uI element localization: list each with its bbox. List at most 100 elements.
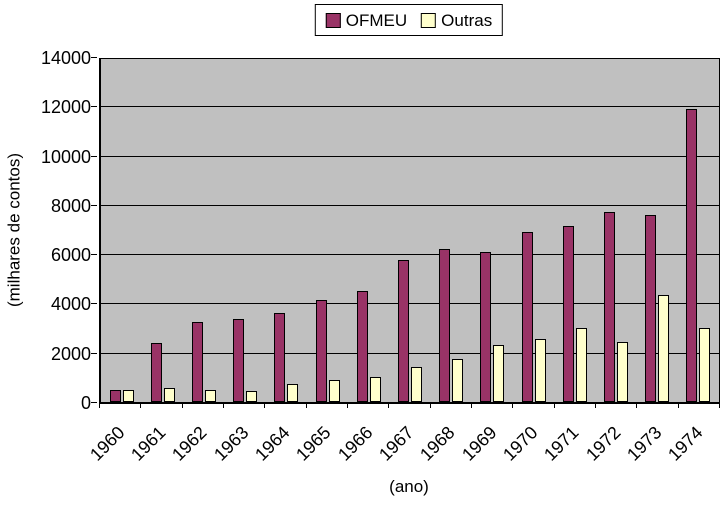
y-tick-label-12000: 12000: [40, 97, 91, 118]
y-tick-14000: [91, 57, 97, 58]
bar-group-1963: [225, 59, 266, 402]
bar-group-1961: [142, 59, 183, 402]
legend-item-outras: Outras: [421, 12, 492, 29]
bar-group-1970: [513, 59, 554, 402]
x-tick-label-1965: 1965: [292, 422, 335, 465]
legend-swatch-outras: [421, 12, 437, 28]
bar-group-1973: [637, 59, 678, 402]
x-tick-label-1972: 1972: [581, 422, 625, 465]
x-tick-6: [347, 403, 348, 408]
x-tick-10: [512, 403, 514, 408]
x-tick-15: [719, 403, 720, 408]
bar-outras-1962: [205, 390, 216, 402]
x-tick-label-1960: 1960: [85, 422, 129, 465]
bar-ofmeu-1973: [645, 215, 657, 402]
bar-group-1967: [389, 59, 430, 402]
x-tick-label-1970: 1970: [498, 422, 542, 465]
bar-outras-1969: [493, 345, 505, 402]
bar-outras-1966: [369, 377, 381, 402]
bar-ofmeu-1965: [315, 300, 327, 402]
y-tick-12000: [91, 106, 97, 108]
bars-container: [101, 59, 719, 402]
x-tick-13: [636, 403, 638, 408]
bar-ofmeu-1961: [150, 343, 162, 402]
bar-group-1972: [595, 59, 636, 402]
bar-ofmeu-1971: [562, 226, 574, 402]
gridline-2000: [101, 352, 719, 354]
y-tick-label-8000: 8000: [50, 195, 91, 216]
y-axis-title: (milhares de contos): [4, 153, 24, 308]
bar-outras-1973: [658, 295, 670, 402]
bar-ofmeu-1970: [521, 232, 533, 402]
gridline-12000: [101, 106, 719, 108]
bar-group-1966: [348, 59, 389, 402]
x-tick-3: [223, 403, 224, 408]
x-tick-9: [471, 403, 472, 408]
y-tick-2000: [91, 352, 97, 354]
x-tick-label-1962: 1962: [168, 422, 211, 465]
bar-group-1968: [431, 59, 472, 402]
x-tick-label-1963: 1963: [209, 422, 253, 465]
bar-group-1965: [307, 59, 348, 402]
bar-outras-1960: [122, 390, 134, 402]
bar-outras-1967: [411, 367, 423, 402]
x-tick-4: [264, 403, 266, 408]
bar-ofmeu-1968: [439, 249, 451, 402]
bar-outras-1964: [287, 384, 299, 402]
y-tick-4000: [91, 303, 97, 305]
x-tick-label-1969: 1969: [457, 422, 501, 465]
x-tick-8: [429, 403, 431, 408]
bar-group-1964: [266, 59, 307, 402]
plot-area: [99, 58, 720, 404]
bar-group-1971: [554, 59, 595, 402]
x-tick-7: [388, 403, 390, 408]
y-tick-10000: [91, 155, 97, 157]
bar-ofmeu-1967: [398, 260, 410, 402]
bar-outras-1972: [617, 342, 629, 402]
x-tick-label-1971: 1971: [540, 422, 583, 465]
bar-ofmeu-1969: [480, 252, 492, 402]
x-tick-label-1973: 1973: [622, 422, 666, 465]
bar-ofmeu-1962: [192, 322, 203, 402]
x-tick-label-1974: 1974: [664, 422, 707, 465]
bar-group-1969: [472, 59, 513, 402]
bar-ofmeu-1963: [233, 319, 245, 402]
bar-group-1962: [183, 59, 224, 402]
x-tick-5: [305, 403, 307, 408]
bar-ofmeu-1964: [274, 313, 286, 402]
x-tick-1: [140, 403, 142, 408]
y-tick-label-4000: 4000: [50, 294, 91, 315]
y-tick-label-14000: 14000: [40, 48, 91, 68]
bar-group-1960: [101, 59, 142, 402]
gridline-10000: [101, 155, 719, 157]
y-tick-label-2000: 2000: [50, 343, 91, 364]
legend-label: OFMEU: [345, 10, 408, 30]
bar-ofmeu-1972: [604, 212, 616, 402]
bar-outras-1961: [163, 388, 175, 402]
gridline-4000: [101, 303, 719, 305]
gridline-8000: [101, 204, 719, 206]
x-tick-2: [181, 403, 183, 408]
x-axis-title: (ano): [389, 477, 429, 496]
legend: OFMEU Outras: [314, 4, 504, 36]
gridline-6000: [101, 254, 719, 256]
legend-swatch-ofmeu: [325, 12, 341, 28]
x-tick-0: [99, 403, 100, 408]
x-tick-label-1966: 1966: [333, 422, 377, 465]
bar-outras-1974: [699, 328, 711, 402]
bar-group-1974: [678, 59, 719, 402]
x-tick-11: [553, 403, 555, 408]
bar-ofmeu-1966: [356, 291, 368, 402]
legend-label: Outras: [441, 10, 493, 30]
y-tick-8000: [91, 204, 97, 206]
x-tick-12: [595, 403, 596, 408]
x-tick-label-1967: 1967: [374, 422, 418, 465]
bar-outras-1971: [575, 328, 587, 402]
bar-outras-1963: [246, 391, 258, 402]
legend-item-ofmeu: OFMEU: [325, 10, 408, 30]
y-tick-label-0: 0: [80, 393, 91, 413]
x-tick-14: [677, 403, 679, 408]
bar-outras-1965: [328, 380, 340, 402]
y-tick-0: [91, 402, 97, 403]
